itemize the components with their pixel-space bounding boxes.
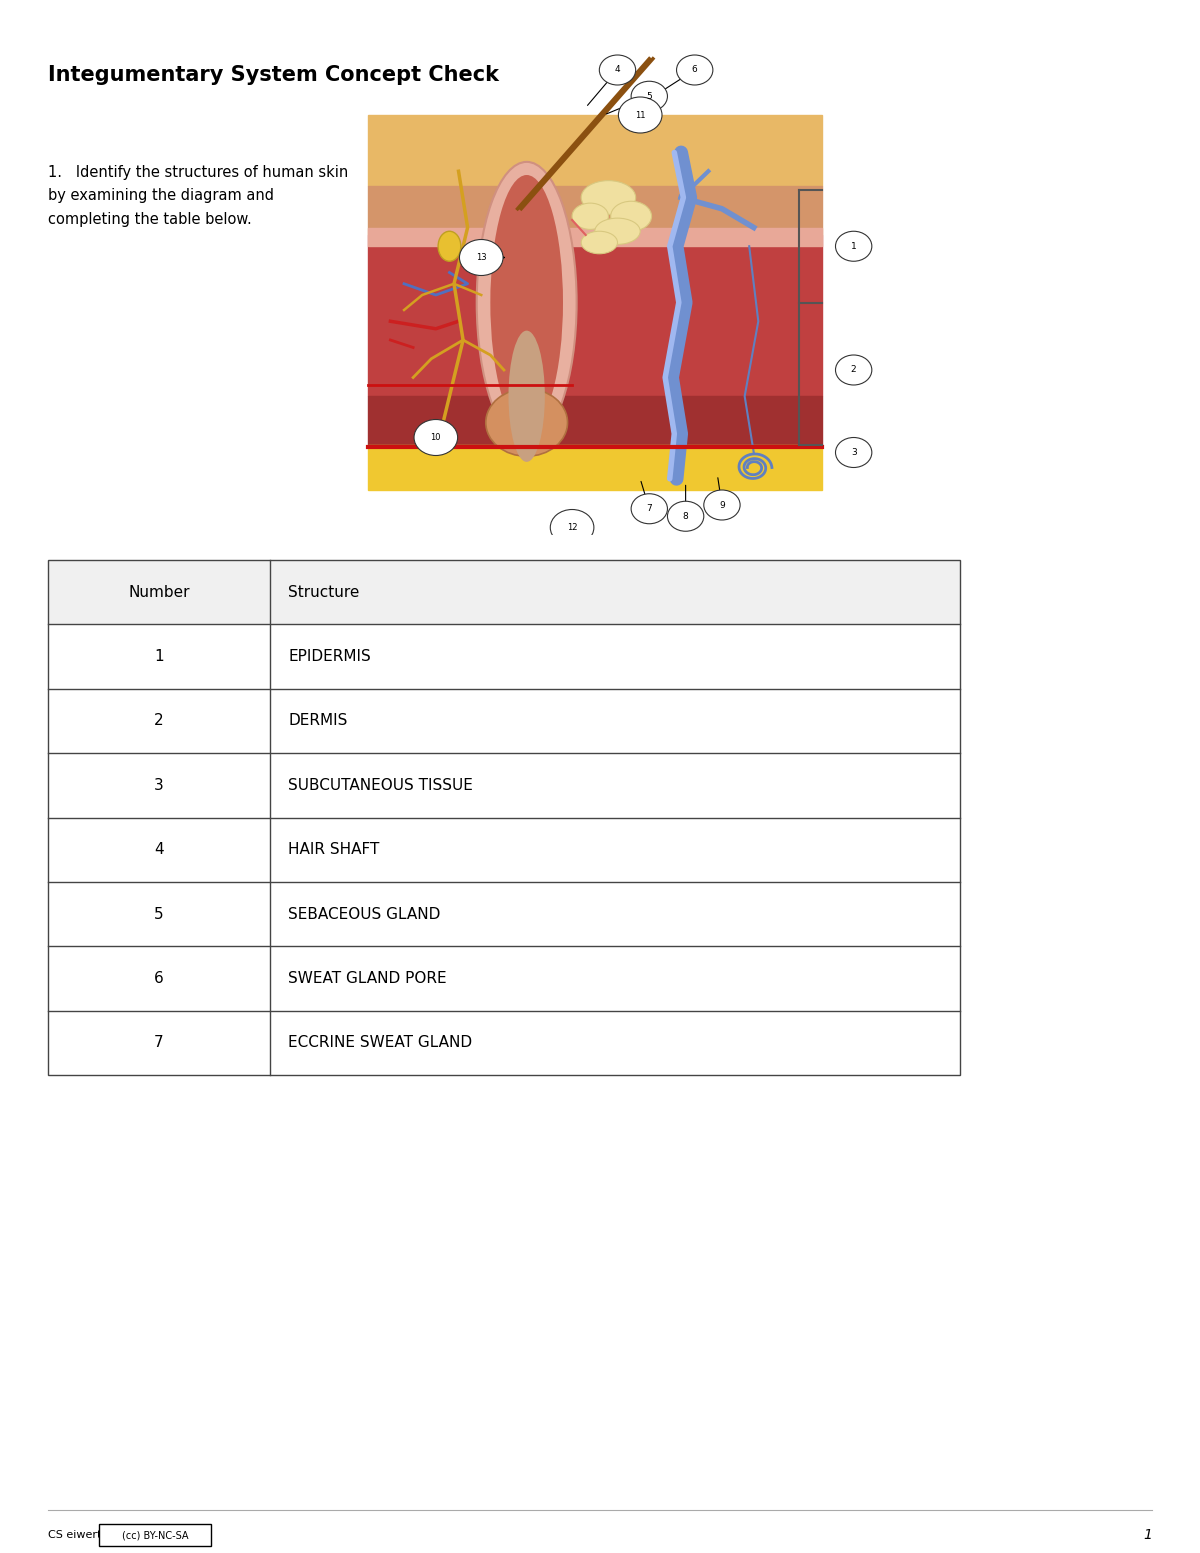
Text: 2: 2 bbox=[851, 365, 857, 374]
Text: Number: Number bbox=[128, 584, 190, 599]
Text: 4: 4 bbox=[154, 842, 164, 857]
Text: SEBACEOUS GLAND: SEBACEOUS GLAND bbox=[288, 907, 440, 921]
Ellipse shape bbox=[509, 331, 545, 461]
Circle shape bbox=[460, 239, 503, 275]
Circle shape bbox=[835, 438, 872, 467]
Text: 7: 7 bbox=[154, 1036, 164, 1050]
Circle shape bbox=[703, 491, 740, 520]
Ellipse shape bbox=[611, 202, 652, 231]
Text: 10: 10 bbox=[431, 433, 442, 443]
Text: 7: 7 bbox=[647, 505, 652, 512]
Text: (cc) BY-NC-SA: (cc) BY-NC-SA bbox=[121, 1530, 188, 1541]
Text: 3: 3 bbox=[154, 778, 164, 794]
Circle shape bbox=[618, 96, 662, 134]
Circle shape bbox=[599, 54, 636, 85]
Text: 6: 6 bbox=[692, 65, 697, 75]
Text: 5: 5 bbox=[647, 92, 652, 101]
Ellipse shape bbox=[595, 217, 641, 244]
Ellipse shape bbox=[491, 175, 563, 430]
Bar bbox=[367, 227, 822, 247]
Text: 4: 4 bbox=[614, 65, 620, 75]
Text: SUBCUTANEOUS TISSUE: SUBCUTANEOUS TISSUE bbox=[288, 778, 473, 794]
Circle shape bbox=[835, 356, 872, 385]
Ellipse shape bbox=[476, 162, 577, 443]
Ellipse shape bbox=[581, 231, 618, 253]
Text: 6: 6 bbox=[154, 971, 164, 986]
Ellipse shape bbox=[572, 203, 608, 230]
Ellipse shape bbox=[581, 180, 636, 214]
Bar bbox=[48, 561, 960, 1075]
Text: EPIDERMIS: EPIDERMIS bbox=[288, 649, 371, 665]
Text: 1: 1 bbox=[851, 242, 857, 250]
Text: 9: 9 bbox=[719, 500, 725, 509]
Circle shape bbox=[677, 54, 713, 85]
Bar bbox=[48, 561, 960, 624]
Circle shape bbox=[835, 231, 872, 261]
Text: ECCRINE SWEAT GLAND: ECCRINE SWEAT GLAND bbox=[288, 1036, 472, 1050]
Text: 8: 8 bbox=[683, 512, 689, 520]
Text: DERMIS: DERMIS bbox=[288, 713, 347, 728]
FancyBboxPatch shape bbox=[98, 1523, 211, 1545]
Text: Integumentary System Concept Check: Integumentary System Concept Check bbox=[48, 65, 499, 85]
Text: 1.   Identify the structures of human skin
by examining the diagram and
completi: 1. Identify the structures of human skin… bbox=[48, 165, 348, 227]
Bar bbox=[367, 115, 822, 186]
Ellipse shape bbox=[486, 388, 568, 457]
Bar bbox=[367, 186, 822, 235]
Circle shape bbox=[414, 419, 457, 455]
Text: 1: 1 bbox=[154, 649, 164, 665]
Text: SWEAT GLAND PORE: SWEAT GLAND PORE bbox=[288, 971, 446, 986]
Text: 5: 5 bbox=[154, 907, 164, 921]
Text: 13: 13 bbox=[476, 253, 486, 262]
Text: 2: 2 bbox=[154, 713, 164, 728]
Circle shape bbox=[631, 81, 667, 112]
Circle shape bbox=[667, 502, 703, 531]
Text: CS eiwert, 2018: CS eiwert, 2018 bbox=[48, 1530, 137, 1541]
Text: Structure: Structure bbox=[288, 584, 359, 599]
Circle shape bbox=[551, 509, 594, 545]
Text: 1: 1 bbox=[1144, 1528, 1152, 1542]
Bar bbox=[367, 446, 822, 491]
Bar bbox=[367, 235, 822, 396]
Text: 12: 12 bbox=[566, 523, 577, 533]
Circle shape bbox=[631, 494, 667, 523]
Text: 3: 3 bbox=[851, 447, 857, 457]
Bar bbox=[367, 396, 822, 446]
Text: HAIR SHAFT: HAIR SHAFT bbox=[288, 842, 379, 857]
Text: 11: 11 bbox=[635, 110, 646, 120]
Ellipse shape bbox=[438, 231, 461, 261]
